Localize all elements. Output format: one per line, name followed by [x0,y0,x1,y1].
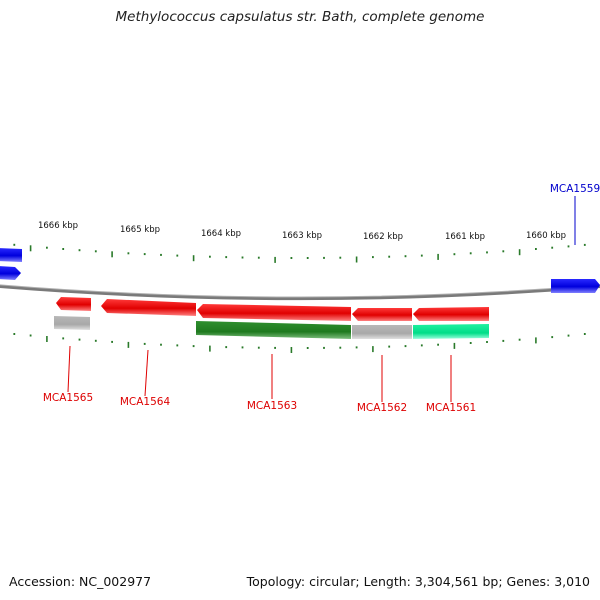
gene-MCA1559-arrow[interactable] [551,279,600,293]
gene-MCA1564-arrow[interactable] [101,299,196,316]
scale-label-1660: 1660 kbp [526,231,566,241]
inner-tick-track [13,333,586,353]
gene-forward-left-arrow[interactable] [0,248,22,262]
gene-MCA1561-arrow[interactable] [413,307,489,321]
genome-backbone-highlight [0,284,600,298]
gene-label-MCA1565[interactable]: MCA1565 [43,392,93,404]
gene-label-MCA1563[interactable]: MCA1563 [247,400,297,412]
cog-band-MCA1562 [352,325,412,339]
gene-MCA1562-arrow[interactable] [352,308,412,321]
gene-forward-left-arrow-2[interactable] [0,266,21,280]
map-title: Methylococcus capsulatus str. Bath, comp… [115,9,485,25]
scale-label-1664: 1664 kbp [201,229,241,239]
gene-label-MCA1559[interactable]: MCA1559 [550,183,600,195]
scale-label-1665: 1665 kbp [120,225,160,235]
genome-backbone [0,284,600,301]
cog-band-MCA1563 [196,321,351,339]
gene-label-MCA1564[interactable]: MCA1564 [120,396,171,408]
accession-text: Accession: NC_002977 [9,574,152,589]
cog-band-MCA1561 [413,324,489,339]
scale-label-1662: 1662 kbp [363,232,403,242]
gene-MCA1565-arrow[interactable] [56,297,91,311]
gene-MCA1563-arrow[interactable] [197,304,351,321]
gene-label-MCA1562[interactable]: MCA1562 [357,402,407,414]
leader-line-MCA1564 [144,349,149,397]
cog-band-MCA1565 [54,316,90,330]
genome-summary-text: Topology: circular; Length: 3,304,561 bp… [246,574,590,589]
gene-label-MCA1561[interactable]: MCA1561 [426,402,476,414]
scale-label-1663: 1663 kbp [282,231,322,241]
scale-label-1666: 1666 kbp [38,221,78,231]
outer-tick-track [13,243,586,263]
scale-label-1661: 1661 kbp [445,232,485,242]
leader-line-MCA1565 [67,345,71,393]
